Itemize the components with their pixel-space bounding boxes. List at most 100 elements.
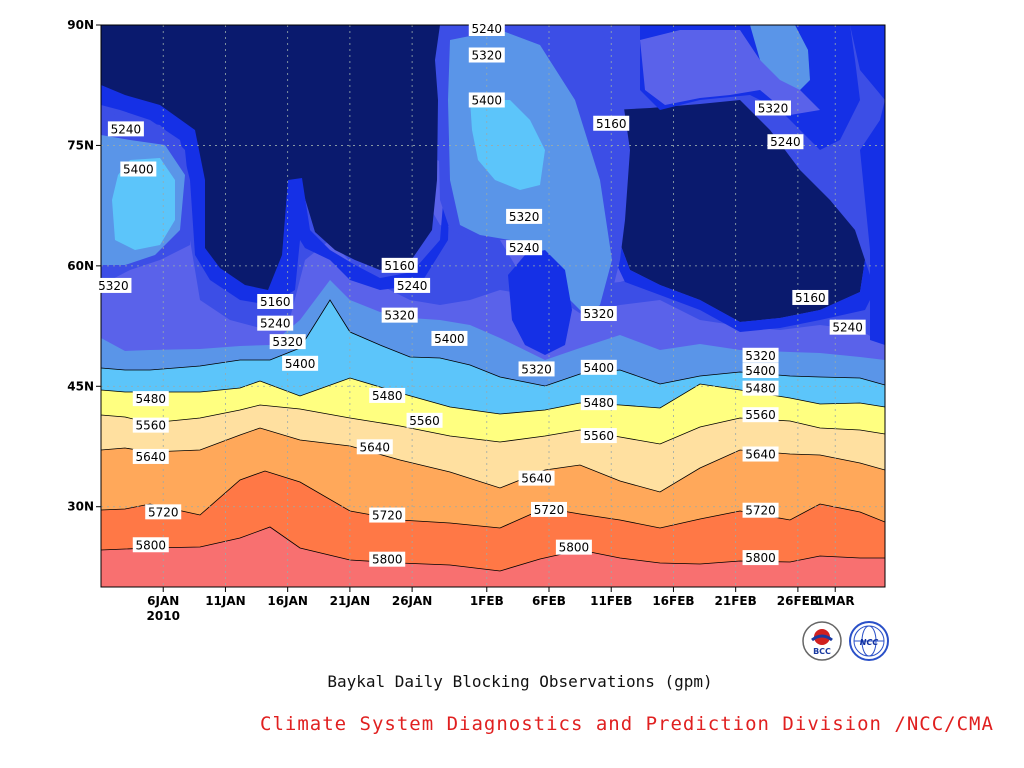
contour-label-box <box>742 446 779 462</box>
contour-label: 5240 <box>468 21 505 37</box>
contour-label-text: 5240 <box>509 241 540 255</box>
contour-label-box <box>369 387 406 403</box>
contour-label-text: 5800 <box>745 551 776 565</box>
contour-label-text: 5240 <box>832 321 863 335</box>
x-tick-label: 6JAN <box>147 594 179 608</box>
contour-label-box <box>132 537 169 553</box>
contour-label: 5240 <box>767 134 804 150</box>
contour-label-text: 5320 <box>272 335 303 349</box>
y-tick-label: 60N <box>67 259 94 273</box>
contour-label: 5320 <box>95 277 132 293</box>
contour-label-text: 5160 <box>596 117 627 131</box>
contour-label: 5400 <box>282 355 319 371</box>
y-tick-label: 75N <box>67 138 94 152</box>
x-tick-label: 1FEB <box>470 594 504 608</box>
band-below-5160-main <box>101 25 440 300</box>
contour-label-text: 5400 <box>123 163 154 177</box>
contour-label-box <box>356 439 393 455</box>
contour-label: 5400 <box>742 363 779 379</box>
contour-label-text: 5720 <box>534 503 565 517</box>
contour-label-text: 5160 <box>260 295 291 309</box>
contour-label: 5240 <box>394 277 431 293</box>
contour-label: 5720 <box>369 507 406 523</box>
contour-label: 5240 <box>829 319 866 335</box>
contour-label: 5400 <box>468 92 505 108</box>
x-tick-label: 11FEB <box>590 594 632 608</box>
contour-label: 5800 <box>555 539 592 555</box>
contour-label-text: 5320 <box>745 349 776 363</box>
band-5400-west-cell <box>112 158 175 250</box>
contour-label-text: 5800 <box>559 541 590 555</box>
contour-label-text: 5640 <box>521 472 552 486</box>
contour-label-box <box>406 412 443 428</box>
contour-label-text: 5640 <box>136 450 167 464</box>
x-tick-label: 21JAN <box>330 594 371 608</box>
contour-label-text: 5480 <box>136 392 167 406</box>
contour-label: 5320 <box>755 100 791 116</box>
y-tick-label: 30N <box>67 500 94 514</box>
contour-label-box <box>593 115 630 131</box>
contour-label: 5240 <box>257 315 294 331</box>
x-tick-label: 26JAN <box>392 594 433 608</box>
contour-label-text: 5800 <box>372 553 403 567</box>
band-5160-west-ring <box>101 25 460 305</box>
contour-label-box <box>468 92 505 108</box>
contour-label-text: 5320 <box>509 210 540 224</box>
contour-fill-layer <box>101 25 885 587</box>
contour-label: 5560 <box>580 428 617 444</box>
contour-label-box <box>506 240 543 256</box>
contour-label-text: 5640 <box>745 448 776 462</box>
contour-label-box <box>580 428 617 444</box>
contour-label-box <box>145 504 182 520</box>
x-tick-label: 6FEB <box>532 594 566 608</box>
contour-label: 5640 <box>742 446 779 462</box>
x-tick-label: 16JAN <box>267 594 308 608</box>
contour-label-text: 5400 <box>285 357 316 371</box>
credit-line: Climate System Diagnostics and Predictio… <box>260 713 994 735</box>
contour-label-box <box>742 363 779 379</box>
contour-label: 5160 <box>593 115 630 131</box>
contour-label-text: 5160 <box>384 259 415 273</box>
contour-label-text: 5240 <box>770 135 801 149</box>
band-5240-feb-core <box>508 250 572 355</box>
contour-label-text: 5640 <box>360 440 391 454</box>
band-5400-feb-plume <box>470 100 545 190</box>
contour-label: 5480 <box>369 387 406 403</box>
contour-label: 5560 <box>132 417 169 433</box>
contour-label-text: 5560 <box>745 408 776 422</box>
contour-label: 5800 <box>132 537 169 553</box>
x-tick-label: 21FEB <box>715 594 757 608</box>
contour-label-text: 5320 <box>384 309 415 323</box>
contour-label: 5320 <box>269 334 306 350</box>
contour-label-box <box>580 306 617 322</box>
x-tick-label: 26FEB <box>777 594 819 608</box>
contour-label-box <box>580 395 617 411</box>
contour-label-text: 5320 <box>521 362 552 376</box>
contour-label-box <box>555 539 592 555</box>
grid-lines <box>101 25 885 587</box>
contour-label-box <box>369 551 406 567</box>
contour-label-box <box>107 121 144 137</box>
contour-label: 5160 <box>257 293 294 309</box>
contour-label-box <box>506 208 543 224</box>
contour-label: 5480 <box>580 395 617 411</box>
contour-label-text: 5240 <box>111 122 142 136</box>
contour-label-box <box>742 380 779 396</box>
contour-label: 5560 <box>742 407 779 423</box>
contour-label-box <box>132 417 169 433</box>
contour-label: 5320 <box>580 306 617 322</box>
contour-label-text: 5400 <box>584 361 615 375</box>
contour-label: 5320 <box>518 361 555 377</box>
contour-label-text: 5560 <box>584 429 615 443</box>
y-tick-label: 90N <box>67 18 94 32</box>
contour-label-box <box>381 257 418 273</box>
contour-label-box <box>369 507 406 523</box>
y-axis: 30N 45N 60N 75N 90N <box>67 18 101 514</box>
contour-label: 5320 <box>742 347 779 363</box>
contour-label-box <box>394 277 431 293</box>
contour-label-text: 5320 <box>472 49 503 63</box>
contour-label-text: 5800 <box>136 538 167 552</box>
contour-label-text: 5560 <box>136 419 167 433</box>
x-tick-year-label: 2010 <box>147 609 180 623</box>
contour-label-box <box>120 161 157 177</box>
